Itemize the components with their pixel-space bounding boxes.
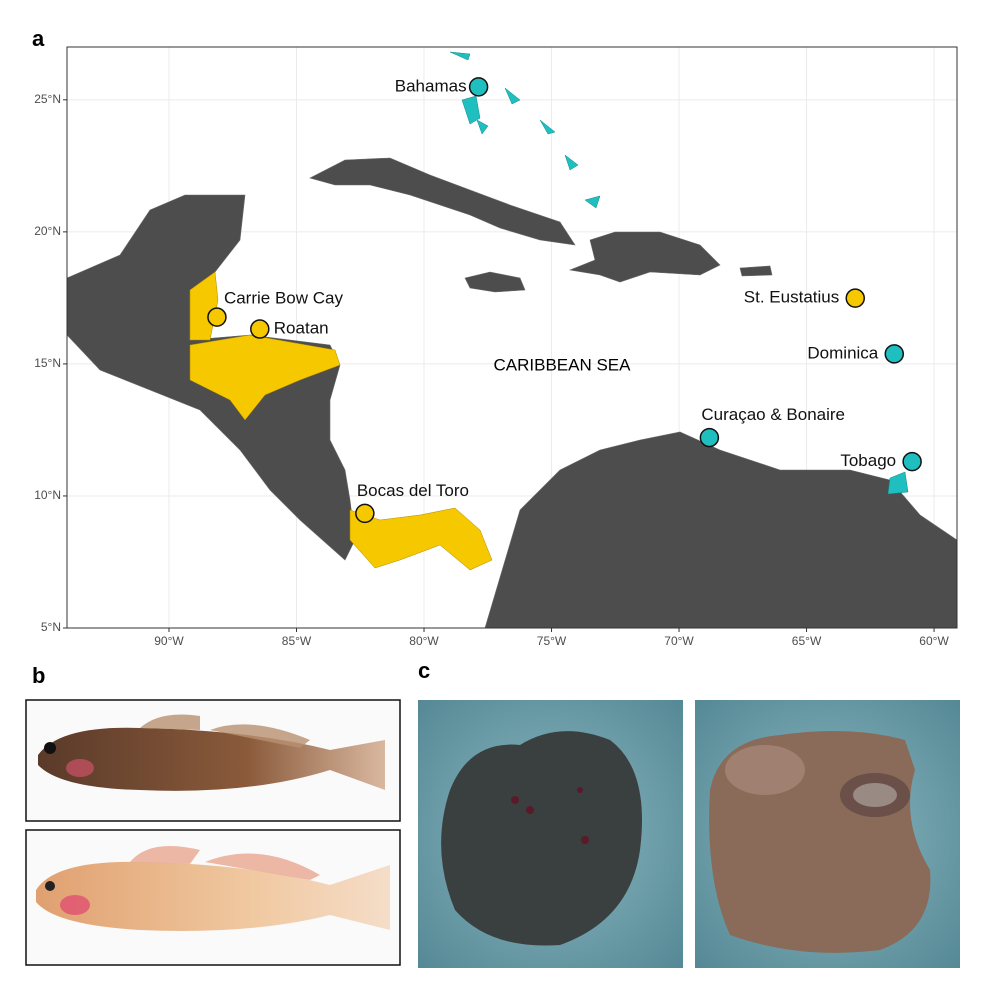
site-marker bbox=[207, 307, 227, 327]
site-marker bbox=[468, 77, 489, 97]
y-tick-label: 20°N bbox=[34, 224, 61, 238]
site-marker bbox=[250, 319, 270, 339]
highlighted-land bbox=[189, 51, 909, 571]
site-label: Curaçao & Bonaire bbox=[701, 405, 845, 424]
site-label: Bahamas bbox=[395, 76, 467, 95]
y-tick-label: 25°N bbox=[34, 92, 61, 106]
panel-label: a bbox=[32, 26, 45, 51]
site-label: Bocas del Toro bbox=[357, 481, 469, 500]
y-tick-label: 15°N bbox=[34, 356, 61, 370]
y-tick-label: 5°N bbox=[41, 620, 61, 634]
coral-photo bbox=[418, 700, 683, 968]
panel-label: c bbox=[418, 658, 430, 683]
site-marker bbox=[902, 451, 922, 472]
site-label: Carrie Bow Cay bbox=[224, 289, 344, 308]
x-tick-label: 60°W bbox=[919, 634, 949, 648]
x-tick-label: 80°W bbox=[409, 634, 439, 648]
x-tick-label: 70°W bbox=[664, 634, 694, 648]
fish-photo bbox=[25, 829, 401, 966]
x-tick-label: 85°W bbox=[282, 634, 312, 648]
x-tick-label: 75°W bbox=[537, 634, 567, 648]
x-tick-label: 90°W bbox=[154, 634, 184, 648]
site-label: Roatan bbox=[274, 319, 329, 338]
map-panel: CARIBBEAN SEA Bahamas Carrie Bow Cay Roata… bbox=[66, 46, 958, 629]
site-marker bbox=[845, 288, 865, 308]
site-label: Dominica bbox=[807, 343, 878, 362]
site-marker bbox=[884, 344, 905, 364]
x-tick-label: 65°W bbox=[792, 634, 822, 648]
panel-label: b bbox=[32, 663, 45, 688]
fish-photo bbox=[25, 699, 401, 822]
y-tick-label: 10°N bbox=[34, 488, 61, 502]
site-label: St. Eustatius bbox=[744, 288, 839, 307]
map-frame bbox=[66, 46, 958, 629]
site-label: Tobago bbox=[840, 451, 896, 470]
sea-label: CARIBBEAN SEA bbox=[494, 355, 632, 374]
site-marker bbox=[699, 427, 720, 448]
site-marker bbox=[355, 503, 375, 524]
sponge-photo bbox=[695, 700, 960, 968]
